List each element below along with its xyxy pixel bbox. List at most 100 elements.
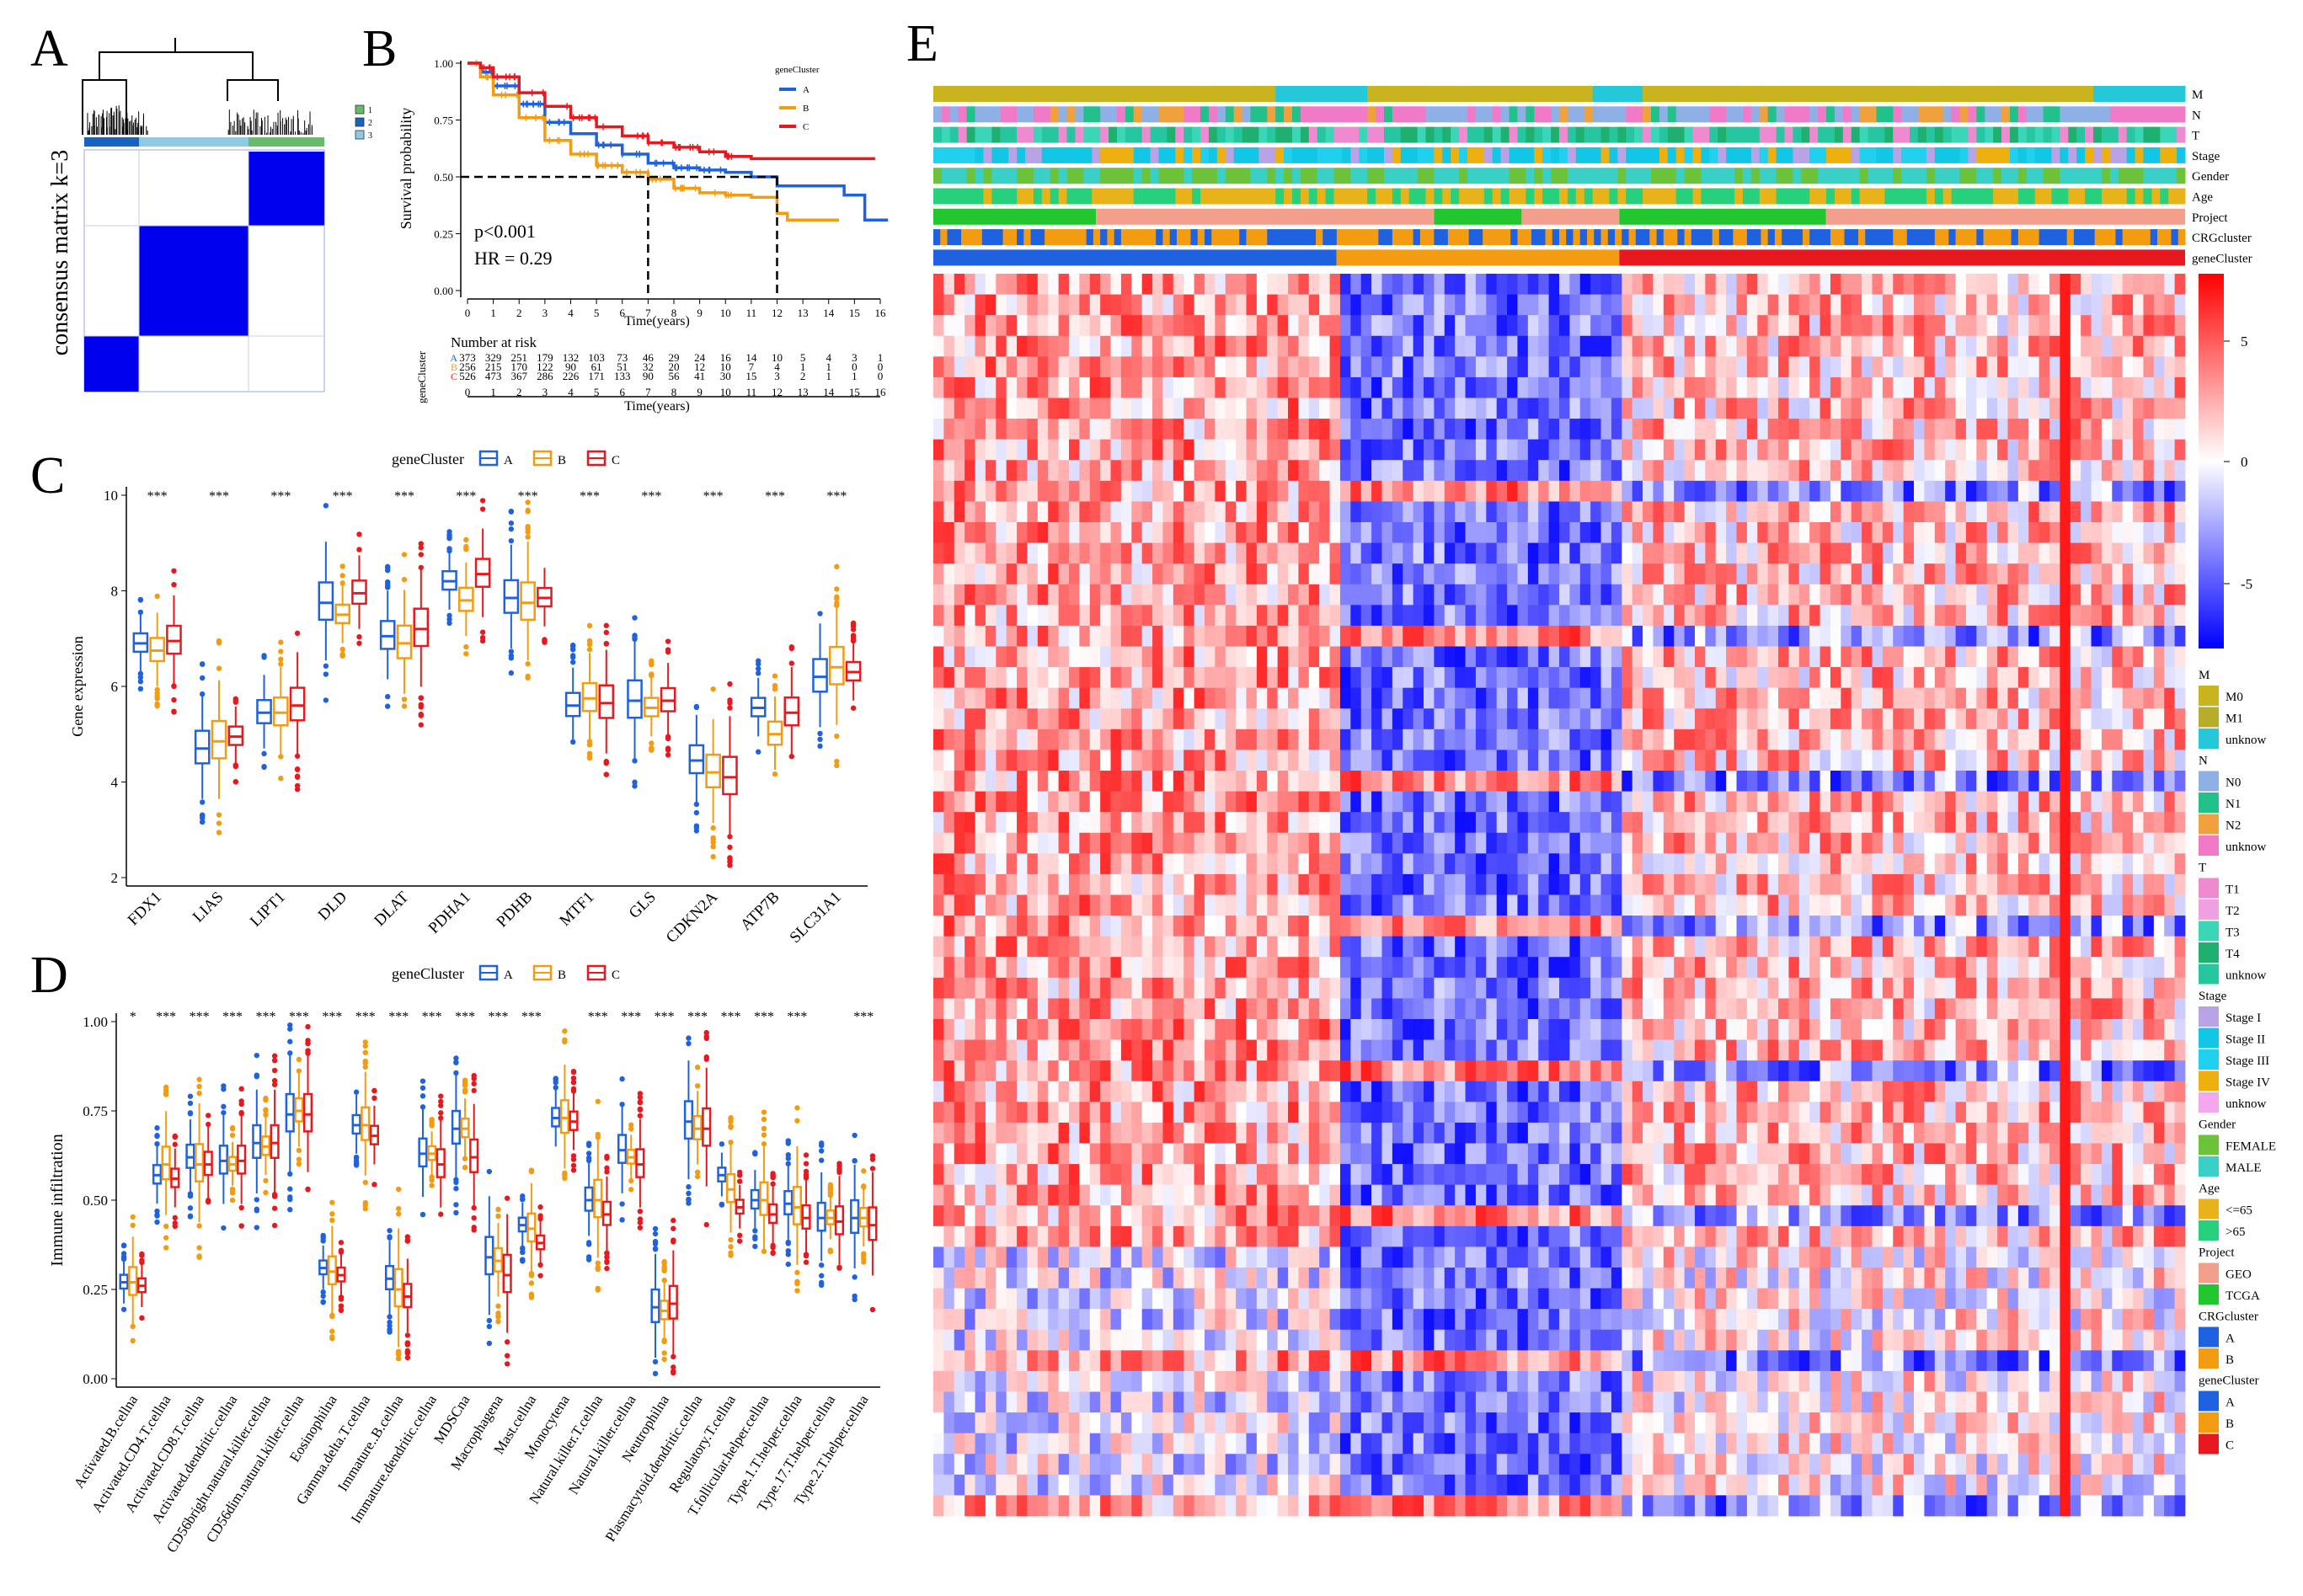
heatmap-cell	[1298, 522, 1310, 543]
outlier-point	[453, 1179, 459, 1186]
track-cell	[1959, 106, 1969, 123]
track-cell	[1233, 106, 1243, 123]
heatmap-cell	[1277, 522, 1289, 543]
heatmap-cell	[1381, 419, 1393, 440]
track-cell	[1617, 86, 1627, 102]
track-cell	[2151, 147, 2161, 163]
risk-x-tick-label: 5	[594, 386, 600, 398]
track-cell	[1383, 126, 1393, 143]
track-cell	[1359, 86, 1368, 102]
box-group	[812, 563, 862, 769]
outlier-point	[537, 1262, 543, 1268]
outlier-point	[404, 1238, 411, 1244]
outlier-point	[495, 1303, 501, 1309]
heatmap-cell	[1736, 480, 1748, 502]
heatmap-cell	[1288, 274, 1299, 295]
track-cell	[1910, 126, 1919, 143]
track-cell	[1818, 147, 1827, 163]
heatmap-cell	[1653, 376, 1664, 398]
heatmap-cell	[1757, 480, 1769, 502]
heatmap-cell	[1715, 563, 1727, 585]
heatmap-cell	[1798, 522, 1810, 543]
track-cell	[1000, 106, 1009, 123]
track-cell	[1675, 106, 1686, 123]
heatmap-cell	[1538, 460, 1550, 482]
heatmap-cell	[1809, 274, 1820, 295]
track-cell	[1364, 229, 1372, 246]
track-cell	[1842, 188, 1852, 205]
heatmap-cell	[1246, 315, 1258, 337]
heatmap-cell	[1152, 501, 1163, 523]
heatmap-cell	[1767, 419, 1779, 440]
heatmap-cell	[1788, 335, 1800, 357]
heatmap-cell	[1308, 563, 1320, 585]
heatmap-cell	[1798, 335, 1810, 357]
heatmap-cell	[1945, 294, 1956, 316]
track-cell	[949, 86, 959, 102]
track-cell	[1951, 106, 1961, 123]
outlier-point	[229, 1132, 236, 1139]
significance-label: ***	[489, 1010, 509, 1024]
heatmap-cell	[1882, 460, 1894, 482]
track-cell	[1434, 208, 1522, 225]
track-cell	[1759, 86, 1769, 102]
heatmap-cell	[2164, 584, 2176, 606]
heatmap-cell	[1527, 335, 1539, 357]
outlier-point	[187, 1111, 194, 1117]
heatmap-cell	[1246, 294, 1258, 316]
heatmap-cell	[1403, 419, 1414, 440]
heatmap-cell	[964, 584, 975, 606]
heatmap-cell	[1809, 542, 1820, 564]
track-cell	[1483, 147, 1493, 163]
outlier-point	[869, 1306, 876, 1313]
heatmap-cell	[1579, 398, 1591, 419]
heatmap-cell	[1173, 460, 1184, 482]
y-tick-label: 1.00	[434, 57, 453, 70]
heatmap-cell	[1851, 315, 1862, 337]
heatmap-cell	[1809, 501, 1820, 523]
heatmap-cell	[1027, 294, 1039, 316]
heatmap-cell	[1267, 522, 1279, 543]
track-cell	[1200, 86, 1210, 102]
heatmap-cell	[985, 522, 997, 543]
track-cell	[1901, 147, 1910, 163]
box	[759, 1181, 769, 1216]
box-group	[650, 1217, 678, 1377]
track-cell	[1893, 188, 1902, 205]
heatmap-cell	[1809, 335, 1820, 357]
outlier-point	[508, 649, 515, 654]
heatmap-cell	[1976, 501, 1988, 523]
heatmap-cell	[933, 398, 944, 419]
heatmap-cell	[1694, 625, 1706, 647]
heatmap-cell	[1694, 584, 1706, 606]
heatmap-cell	[1705, 376, 1717, 398]
outlier-point	[495, 1310, 501, 1316]
track-cell	[1634, 86, 1643, 102]
heatmap-cell	[1767, 376, 1779, 398]
heatmap-cell	[1120, 542, 1132, 564]
track-cell	[1184, 168, 1193, 184]
heatmap-cell	[1882, 376, 1894, 398]
outlier-point	[196, 1090, 202, 1097]
track-cell	[949, 147, 959, 163]
heatmap-cell	[2133, 419, 2144, 440]
heatmap-cell	[1486, 439, 1498, 461]
heatmap-cell	[1882, 480, 1894, 502]
track-cell	[2034, 106, 2044, 123]
significance-label: ***	[289, 1010, 309, 1024]
heatmap-cell	[1882, 584, 1894, 606]
track-cell	[1125, 147, 1135, 163]
panel-d-boxplot: 0.000.250.500.751.00 *Activated.B.cellna*…	[71, 1010, 880, 1556]
track-cell	[1075, 106, 1084, 123]
heatmap-cell	[1862, 398, 1873, 419]
track-cell	[1030, 229, 1039, 246]
heatmap-cell	[1778, 480, 1789, 502]
track-cell	[2177, 126, 2186, 143]
heatmap-cell	[1955, 522, 1967, 543]
heatmap-cell	[1517, 501, 1529, 523]
heatmap-cell	[1809, 315, 1820, 337]
heatmap-cell	[1965, 335, 1977, 357]
heatmap-cell	[1079, 356, 1091, 378]
track-cell	[2043, 106, 2052, 123]
heatmap-cell	[1819, 294, 1831, 316]
